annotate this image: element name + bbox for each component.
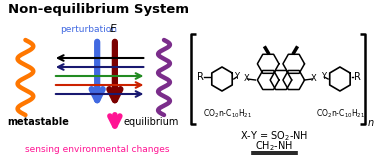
Text: CH$_2$-NH: CH$_2$-NH <box>255 139 293 153</box>
Text: Y: Y <box>321 71 326 80</box>
Text: Y: Y <box>234 71 239 80</box>
Text: X: X <box>310 73 316 82</box>
Text: E: E <box>110 24 116 34</box>
Text: Non-equilibrium System: Non-equilibrium System <box>8 3 189 16</box>
Text: equilibrium: equilibrium <box>124 117 179 127</box>
Text: CO$_2$n-C$_{10}$H$_{21}$: CO$_2$n-C$_{10}$H$_{21}$ <box>203 108 253 120</box>
Text: X-Y = SO$_2$-NH: X-Y = SO$_2$-NH <box>240 129 308 143</box>
Text: X: X <box>244 73 249 82</box>
Text: metastable: metastable <box>7 117 69 127</box>
Text: sensing environmental changes: sensing environmental changes <box>25 145 169 154</box>
Text: R: R <box>354 72 361 82</box>
Text: CO$_2$n-C$_{10}$H$_{21}$: CO$_2$n-C$_{10}$H$_{21}$ <box>316 108 366 120</box>
Text: perturbation: perturbation <box>60 25 117 34</box>
Text: n: n <box>367 118 373 128</box>
Text: R: R <box>197 72 204 82</box>
